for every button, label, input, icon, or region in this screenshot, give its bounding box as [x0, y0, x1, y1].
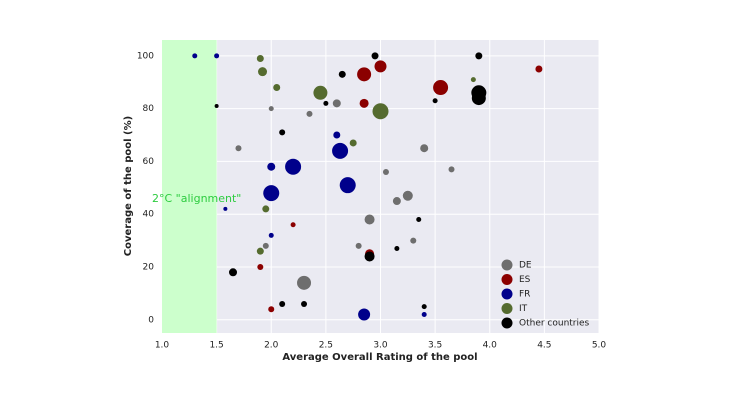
point — [306, 110, 313, 117]
point — [372, 103, 389, 120]
y-tick-label: 60 — [143, 157, 155, 167]
point — [410, 237, 417, 244]
point — [355, 242, 362, 249]
point — [313, 85, 328, 100]
point — [267, 162, 276, 171]
point — [420, 144, 429, 153]
point — [262, 242, 269, 249]
point — [357, 67, 372, 82]
x-tick-label: 1.0 — [155, 341, 170, 351]
y-tick-label: 40 — [143, 210, 155, 220]
point — [421, 312, 427, 318]
point — [448, 166, 455, 173]
point — [392, 197, 401, 206]
point — [268, 232, 274, 238]
point — [535, 65, 543, 73]
x-axis-label: Average Overall Rating of the pool — [282, 352, 477, 363]
point — [235, 145, 242, 152]
legend-label: IT — [519, 304, 528, 314]
point — [402, 190, 413, 201]
x-tick-label: 1.5 — [209, 341, 223, 351]
legend-marker — [501, 303, 513, 314]
y-tick-label: 100 — [137, 51, 154, 61]
point — [223, 206, 228, 211]
x-tick-label: 2.5 — [319, 341, 333, 351]
point — [290, 222, 296, 228]
point — [416, 216, 422, 222]
y-tick-label: 80 — [143, 104, 155, 114]
point — [371, 52, 379, 60]
annotation: 2°C "alignment" — [152, 192, 241, 205]
point — [358, 308, 371, 321]
point — [333, 131, 341, 139]
x-tick-label: 5.0 — [592, 341, 607, 351]
point — [256, 54, 264, 62]
point — [214, 103, 219, 108]
x-tick-label: 4.0 — [483, 341, 498, 351]
point — [256, 247, 264, 255]
legend-marker — [501, 274, 513, 285]
point — [214, 53, 220, 59]
point — [349, 139, 357, 147]
x-tick-label: 4.5 — [537, 341, 551, 351]
point — [433, 80, 449, 96]
point — [258, 67, 268, 77]
point — [359, 98, 369, 108]
x-tick-label: 3.5 — [428, 341, 442, 351]
point — [364, 251, 375, 262]
shaded-band — [162, 40, 217, 333]
point — [323, 100, 329, 106]
legend-label: FR — [519, 290, 530, 300]
point — [432, 98, 438, 104]
point — [470, 77, 476, 83]
point — [285, 158, 302, 175]
y-tick-label: 20 — [143, 263, 155, 273]
point — [273, 84, 281, 92]
point — [364, 214, 375, 225]
point — [279, 129, 286, 136]
legend-label: Other countries — [519, 319, 590, 329]
point — [339, 177, 356, 194]
point — [268, 306, 275, 313]
point — [192, 53, 198, 59]
points — [192, 52, 543, 321]
legend-label: DE — [519, 261, 532, 271]
point — [382, 168, 389, 175]
point — [394, 246, 400, 252]
point — [471, 91, 486, 106]
x-tick-label: 2.0 — [264, 341, 279, 351]
point — [475, 52, 483, 60]
point — [262, 205, 270, 213]
legend-marker — [501, 288, 513, 300]
point — [297, 275, 312, 290]
y-tick-label: 0 — [148, 315, 154, 325]
legend-marker — [501, 317, 513, 329]
point — [332, 142, 349, 159]
point — [268, 106, 274, 112]
point — [374, 60, 387, 73]
point — [263, 185, 280, 202]
point — [229, 268, 238, 277]
x-tick-label: 3.0 — [373, 341, 388, 351]
point — [338, 70, 346, 78]
y-axis-label: Coverage of the pool (%) — [123, 116, 134, 256]
point — [279, 300, 286, 307]
legend-label: ES — [519, 275, 531, 285]
point — [332, 99, 341, 108]
legend: DE ES FR IT Other countries — [501, 259, 590, 329]
legend-marker — [501, 259, 513, 271]
point — [257, 264, 264, 271]
point — [421, 304, 427, 310]
point — [301, 300, 308, 307]
